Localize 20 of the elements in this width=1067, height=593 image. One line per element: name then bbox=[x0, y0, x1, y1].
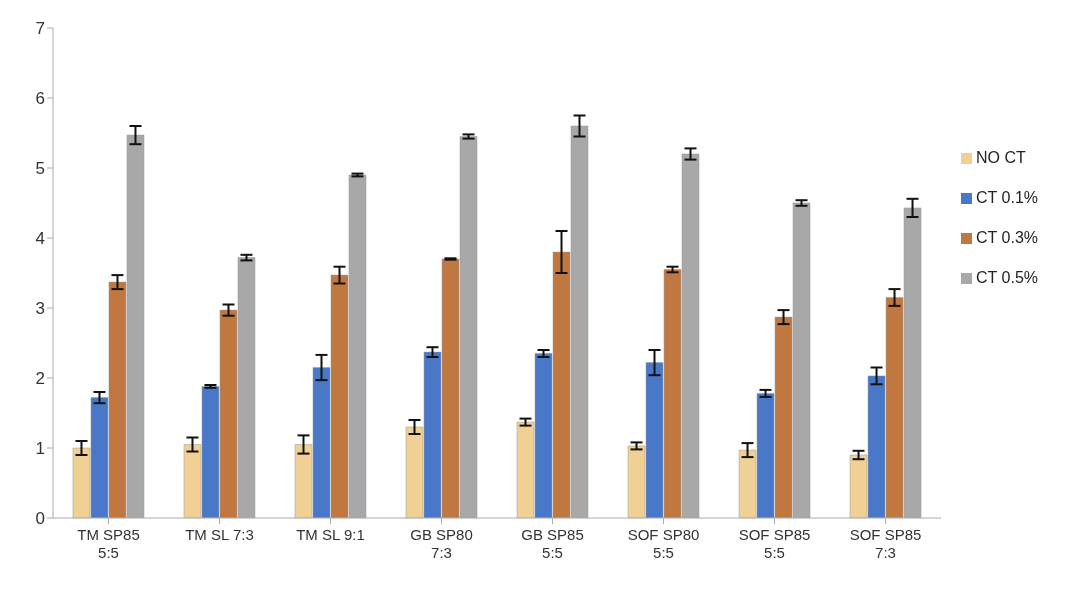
y-tick-label: 1 bbox=[35, 439, 45, 459]
x-tick-label: SOF SP80 5:5 bbox=[627, 526, 700, 561]
y-tick-label: 3 bbox=[35, 299, 45, 319]
x-tick-label: TM SL 9:1 bbox=[296, 526, 365, 543]
y-tick-label: 0 bbox=[35, 509, 45, 529]
x-tick-label: GB SP85 5:5 bbox=[521, 526, 584, 561]
legend-label: CT 0.1% bbox=[976, 189, 1038, 206]
legend-label: NO CT bbox=[976, 149, 1026, 166]
y-tick-label: 4 bbox=[35, 229, 45, 249]
y-tick-label: 6 bbox=[35, 89, 45, 109]
y-tick-label: 2 bbox=[35, 369, 45, 389]
x-tick-label: GB SP80 7:3 bbox=[410, 526, 473, 561]
x-tick-label: SOF SP85 5:5 bbox=[738, 526, 811, 561]
x-tick-label: TM SL 7:3 bbox=[185, 526, 254, 543]
y-tick-label: 5 bbox=[35, 159, 45, 179]
y-tick-label: 7 bbox=[35, 19, 45, 39]
x-tick-label: SOF SP85 7:3 bbox=[849, 526, 922, 561]
legend-label: CT 0.3% bbox=[976, 229, 1038, 246]
legend-label: CT 0.5% bbox=[976, 269, 1038, 286]
x-tick-label: TM SP85 5:5 bbox=[77, 526, 140, 561]
